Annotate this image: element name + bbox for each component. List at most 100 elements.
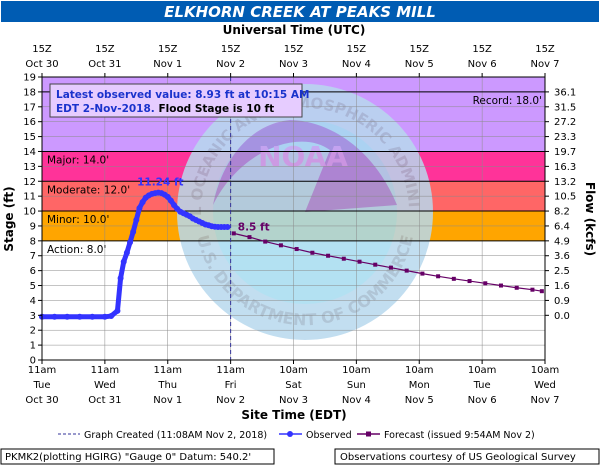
left-tick-label: 1 [30, 341, 36, 352]
left-tick-label: 14 [23, 147, 36, 158]
left-tick-label: 12 [23, 177, 36, 188]
forecast-point [247, 235, 252, 240]
left-tick-label: 7 [30, 251, 36, 262]
forecast-point [467, 279, 472, 284]
left-tick-label: 5 [30, 281, 36, 292]
right-axis-ticks: 0.0 0.9 1.6 2.5 3.6 4.9 6.4 8.2 10.5 13.2 16.3 19.7… [545, 87, 576, 322]
left-axis-title: Stage (ft) [2, 186, 16, 251]
forecast-point [420, 271, 425, 276]
forecast-point [388, 265, 393, 270]
bottom-tick-day: Fri [225, 380, 237, 391]
bottom-tick-time: 11am [28, 365, 57, 376]
observed-point [89, 313, 96, 320]
left-tick-label: 3 [30, 311, 36, 322]
observed-point [117, 275, 124, 282]
bottom-tick-day: Tue [473, 380, 491, 391]
bottom-tick-date: Nov 1 [153, 395, 182, 406]
top-tick-date: Nov 3 [279, 59, 308, 70]
left-tick-label: 11 [23, 192, 36, 203]
bottom-tick-day: Mon [409, 380, 430, 391]
bottom-tick-time: 10am [405, 365, 434, 376]
footer-datum: PKMK2(plotting HGIRG) "Gauge 0" Datum: 5… [5, 452, 251, 463]
legend-forecast: Forecast (issued 9:54AM Nov 2) [384, 430, 535, 441]
forecast-point [278, 243, 283, 248]
bottom-tick-time: 11am [216, 365, 245, 376]
forecast-point [294, 247, 299, 252]
observed-point [136, 205, 143, 212]
top-tick-time: 15Z [158, 44, 178, 55]
label-minor: Minor: 10.0' [47, 214, 109, 226]
top-axis-ticks: 15Z Oct 30 15Z Oct 31 15Z Nov 1 15Z Nov 2 15Z Nov… [25, 44, 560, 77]
footer-courtesy: Observations courtesy of US Geological S… [340, 452, 576, 463]
label-moderate: Moderate: 12.0' [47, 184, 130, 196]
observed-point [64, 313, 71, 320]
label-record: Record: 18.0' [473, 95, 542, 107]
bottom-tick-date: Nov 4 [342, 395, 371, 406]
bottom-tick-time: 11am [153, 365, 182, 376]
observed-point [108, 313, 115, 320]
forecast-point [263, 239, 268, 244]
top-tick-time: 15Z [347, 44, 367, 55]
right-tick-label: 19.7 [554, 147, 576, 158]
left-tick-label: 8 [30, 236, 36, 247]
top-tick-time: 15Z [472, 44, 492, 55]
left-tick-label: 10 [23, 207, 36, 218]
right-tick-label: 1.6 [554, 281, 570, 292]
left-tick-label: 4 [30, 296, 36, 307]
noaa-logo-text: NOAA [258, 140, 348, 173]
left-tick-label: 15 [23, 132, 36, 143]
forecast-point [404, 268, 409, 273]
left-tick-label: 16 [23, 117, 36, 128]
forecast-point [326, 253, 331, 258]
left-tick-label: 9 [30, 221, 36, 232]
chart-annotations: 11.24 ft 8.5 ft [137, 177, 270, 234]
forecast-point [483, 281, 488, 286]
right-tick-label: 0.9 [554, 296, 570, 307]
left-tick-label: 6 [30, 266, 36, 277]
bottom-tick-date: Nov 3 [279, 395, 308, 406]
left-tick-label: 18 [23, 87, 36, 98]
observed-point [114, 307, 121, 314]
top-tick-time: 15Z [284, 44, 304, 55]
info-line-1: Latest observed value: 8.93 ft at 10:15 … [56, 89, 309, 101]
right-tick-label: 13.2 [554, 177, 576, 188]
bottom-tick-time: 10am [342, 365, 371, 376]
observed-point [51, 313, 58, 320]
top-tick-date: Oct 30 [25, 59, 58, 70]
left-tick-label: 17 [23, 102, 36, 113]
top-tick-time: 15Z [409, 44, 429, 55]
bottom-tick-day: Sun [347, 380, 366, 391]
right-tick-label: 10.5 [554, 192, 576, 203]
top-tick-date: Oct 31 [88, 59, 121, 70]
bottom-tick-day: Wed [94, 380, 116, 391]
forecast-point [498, 283, 503, 288]
right-tick-label: 3.6 [554, 251, 570, 262]
bottom-axis-title: Site Time (EDT) [241, 408, 346, 422]
top-tick-date: Nov 4 [342, 59, 371, 70]
top-tick-date: Nov 5 [405, 59, 434, 70]
bottom-tick-time: 10am [531, 365, 560, 376]
right-tick-label: 27.2 [554, 117, 576, 128]
top-axis-title: Universal Time (UTC) [223, 23, 366, 37]
forecast-point [539, 289, 544, 294]
top-tick-date: Nov 7 [530, 59, 559, 70]
right-tick-label: 16.3 [554, 162, 576, 173]
forecast-point [530, 287, 535, 292]
annotation-1: 8.5 ft [238, 221, 270, 233]
observed-point [130, 228, 137, 235]
observed-point [76, 313, 83, 320]
legend-observed: Observed [306, 430, 352, 441]
left-tick-label: 2 [30, 326, 36, 337]
right-tick-label: 31.5 [554, 102, 576, 113]
seal-bird-shape [213, 120, 397, 212]
bottom-tick-time: 10am [279, 365, 308, 376]
bottom-tick-day: Wed [534, 380, 556, 391]
bottom-tick-date: Nov 7 [530, 395, 559, 406]
left-tick-label: 0 [30, 356, 36, 367]
bottom-tick-time: 10am [468, 365, 497, 376]
top-tick-time: 15Z [221, 44, 241, 55]
right-tick-label: 2.5 [554, 266, 570, 277]
top-tick-time: 15Z [535, 44, 555, 55]
footer: PKMK2(plotting HGIRG) "Gauge 0" Datum: 5… [0, 448, 600, 465]
